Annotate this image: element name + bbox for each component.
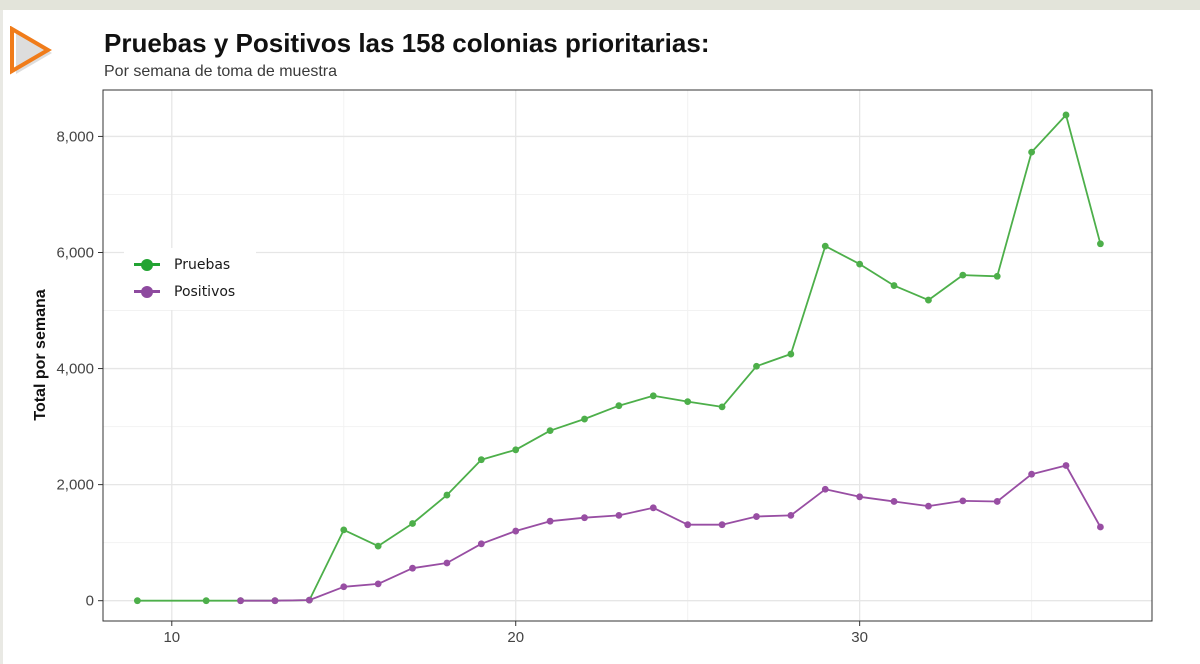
data-point-pruebas [856,260,864,268]
data-point-pruebas [443,491,451,499]
data-point-pruebas [546,427,554,435]
x-tick-label: 20 [507,629,524,646]
series-layer [133,111,1104,605]
data-point-positivos [1062,462,1070,469]
y-tick-label: 4,000 [56,361,94,378]
data-point-pruebas [787,350,795,358]
data-point-positivos [443,559,451,567]
data-point-pruebas [202,597,210,605]
y-tick-label: 2,000 [56,477,94,494]
data-point-positivos [821,485,829,493]
data-point-pruebas [993,272,1001,280]
axes: 0 2,000 4,000 6,000 8,000 10 20 30 [56,128,868,646]
legend: Pruebas Positivos [124,248,256,310]
data-point-positivos [374,580,382,588]
legend-item-positivos: Positivos [132,282,235,302]
data-point-pruebas [821,242,829,250]
data-point-pruebas [1062,111,1070,119]
data-point-pruebas [1028,148,1036,156]
y-tick-label: 6,000 [56,244,94,261]
data-point-positivos [546,517,554,525]
series-line-pruebas [137,114,1102,602]
data-point-positivos [787,511,795,519]
chart-subtitle: Por semana de toma de muestra [104,63,338,80]
data-point-pruebas [1097,240,1104,248]
play-triangle-icon [8,25,56,80]
data-point-positivos [581,514,588,522]
legend-label-positivos: Positivos [174,284,236,300]
data-point-pruebas [959,271,967,279]
data-point-positivos [271,597,279,605]
data-point-pruebas [581,415,588,423]
data-point-positivos [237,597,244,605]
data-point-pruebas [684,398,692,406]
data-point-positivos [305,596,313,604]
y-tick-label: 8,000 [56,128,94,145]
data-point-positivos [890,498,898,505]
data-point-pruebas [512,446,520,454]
data-point-positivos [512,527,520,535]
data-point-positivos [718,521,726,529]
data-point-positivos [959,497,967,505]
data-point-pruebas [133,597,141,605]
data-point-positivos [993,498,1001,505]
data-point-positivos [409,564,416,572]
data-point-positivos [753,513,760,520]
left-border-strip [0,10,3,664]
x-tick-label: 10 [163,629,180,646]
data-point-pruebas [477,456,485,464]
data-point-pruebas [753,362,760,370]
data-point-positivos [925,502,932,510]
data-point-pruebas [615,402,623,410]
data-point-pruebas [890,282,898,289]
data-point-pruebas [649,392,657,400]
data-point-positivos [856,493,864,501]
data-point-positivos [1028,470,1036,478]
data-point-positivos [649,504,657,512]
data-point-pruebas [718,403,726,411]
series-line-positivos [240,464,1102,602]
data-point-positivos [1097,523,1104,531]
data-point-pruebas [374,542,382,550]
y-axis-title: Total por semana [32,289,49,420]
legend-key-positivos [132,282,162,302]
data-point-pruebas [925,296,932,304]
legend-item-pruebas: Pruebas [132,255,230,275]
data-point-pruebas [340,526,348,534]
data-point-positivos [684,521,692,529]
grid-lines [103,90,1152,621]
data-point-positivos [340,583,348,591]
data-point-pruebas [409,520,416,527]
top-border-strip [0,0,1200,10]
chart-title: Pruebas y Positivos las 158 colonias pri… [104,28,710,58]
legend-key-pruebas [132,255,162,275]
plot-panel-border [102,89,1153,622]
legend-label-pruebas: Pruebas [174,257,231,273]
data-point-positivos [615,511,623,519]
x-tick-label: 30 [851,629,868,646]
y-tick-label: 0 [86,593,94,610]
data-point-positivos [477,540,485,548]
